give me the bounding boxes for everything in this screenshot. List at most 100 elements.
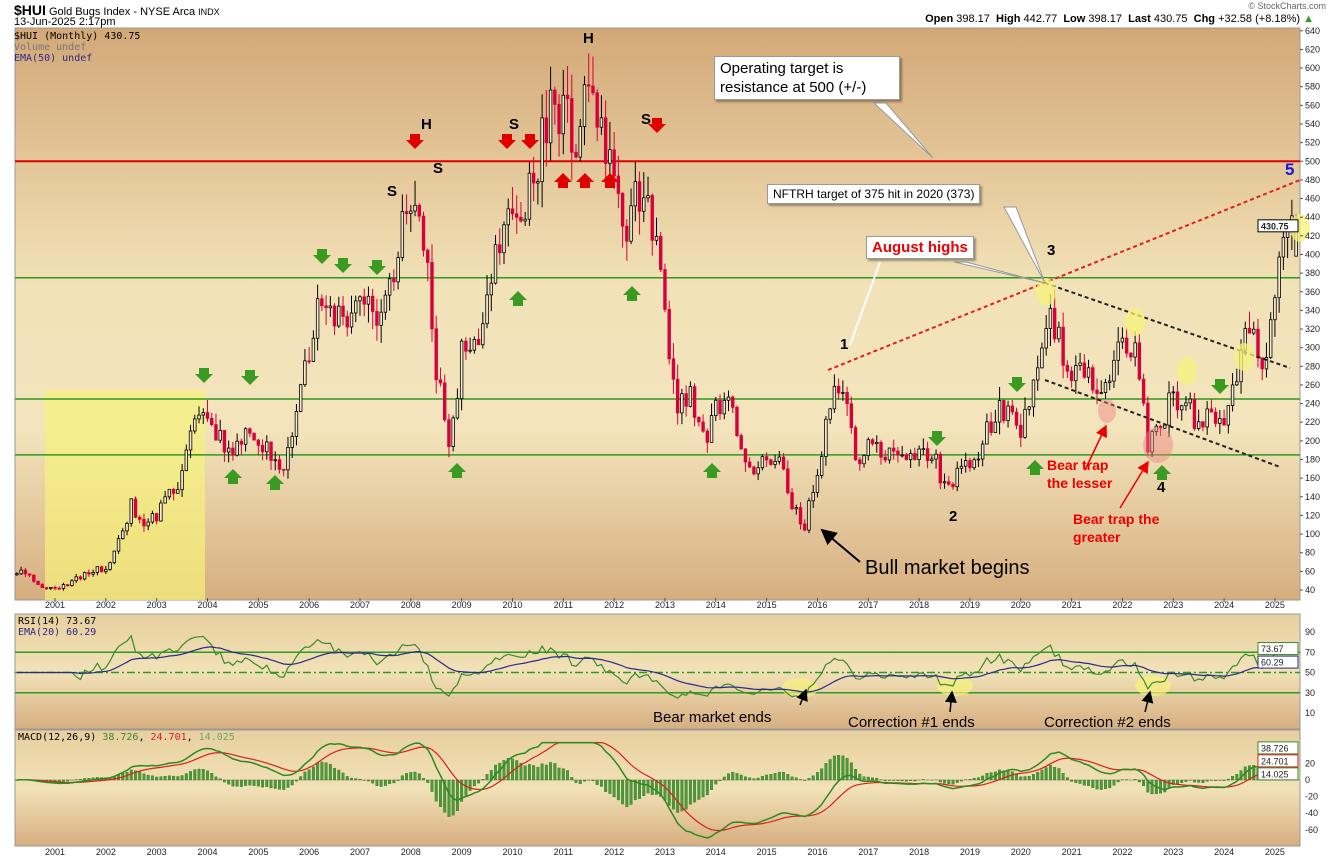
macd-histogram-bar [629, 779, 633, 805]
macd-histogram-bar [714, 779, 718, 785]
timestamp: 13-Jun-2025 2:17pm [14, 16, 116, 28]
wave-label: 3 [1047, 242, 1056, 259]
candle-up [1036, 367, 1040, 381]
candle-down [752, 466, 756, 475]
macd-histogram-bar [875, 777, 879, 781]
candle-down [519, 216, 523, 222]
candle-up [866, 439, 870, 457]
macd-histogram-bar [515, 760, 519, 781]
macd-histogram-bar [367, 779, 370, 782]
macd-histogram-bar [527, 764, 531, 781]
yellow-highlight [1125, 308, 1145, 336]
candle-down [913, 453, 917, 461]
candle-down [968, 460, 972, 469]
candle-up [290, 436, 294, 448]
candle-up [1103, 382, 1108, 393]
candle-up [807, 500, 811, 531]
year-tick-label: 2020 [1011, 600, 1031, 610]
macd-line [16, 741, 1297, 839]
macd-value-tag [1257, 754, 1299, 768]
green-arrow-down-icon [241, 370, 259, 385]
exchange: INDX [198, 7, 220, 17]
candle-down [510, 208, 515, 215]
candle-up [180, 470, 184, 491]
macd-histogram-bar [354, 778, 358, 781]
candle-down [515, 213, 519, 218]
candle-up [930, 458, 934, 462]
candle-up [226, 447, 231, 453]
candle-up [366, 295, 371, 305]
macd-histogram-bar [659, 779, 663, 797]
green-arrow-down-icon [1008, 377, 1026, 392]
candle-up [578, 126, 582, 158]
macd-histogram-bar [1099, 779, 1103, 790]
green-arrow-up-icon [1153, 465, 1171, 480]
last-value: 430.75 [1153, 13, 1188, 25]
macd-tick-label: -20 [1305, 792, 1318, 802]
macd-histogram-bar [553, 763, 557, 781]
candle-up [243, 428, 248, 445]
macd-histogram-bar [1222, 779, 1226, 781]
watermark: © StockCharts.com [1248, 1, 1326, 11]
macd-histogram-bar [591, 779, 595, 782]
macd-histogram-bar [134, 770, 137, 781]
candle-up [1023, 408, 1027, 438]
candle-down [269, 441, 273, 461]
candle-up [900, 454, 904, 457]
candle-down [324, 305, 328, 309]
macd-histogram-bar [1087, 779, 1090, 786]
year-tick-label: 2019 [960, 847, 980, 857]
year-tick-label: 2001 [45, 847, 65, 857]
pattern-label: S [641, 111, 652, 128]
macd-histogram-bar [790, 776, 794, 781]
candle-up [1167, 392, 1171, 426]
macd-tick-label: -60 [1305, 825, 1318, 835]
candle-down [332, 305, 337, 327]
candle-down [620, 193, 625, 227]
candle-up [1150, 431, 1154, 453]
year-tick-label: 2015 [757, 600, 777, 610]
macd-histogram-bar [210, 773, 214, 781]
macd-histogram-bar [633, 779, 637, 801]
macd-histogram-bar [1201, 779, 1205, 783]
candle-up [722, 399, 726, 415]
macd-histogram-bar [722, 776, 726, 781]
candle-down [553, 89, 557, 105]
candle-up [1006, 405, 1010, 422]
macd-histogram-bar [324, 762, 328, 781]
macd-histogram-bar [184, 773, 188, 781]
macd-histogram-bar [1036, 772, 1040, 781]
candle-up [383, 294, 388, 313]
macd-histogram-bar [621, 779, 625, 805]
year-tick-label: 2006 [299, 600, 319, 610]
candle-up [1120, 337, 1125, 343]
macd-histogram-bar [341, 772, 345, 781]
candle-down [231, 447, 235, 456]
macd-histogram-bar [1032, 774, 1035, 781]
candle-up [1281, 236, 1286, 258]
candle-down [574, 151, 578, 158]
candle-up [489, 282, 493, 296]
candle-down [142, 518, 146, 527]
candle-up [819, 456, 824, 476]
macd-histogram-bar [328, 764, 332, 781]
macd-histogram-bar [1150, 779, 1154, 795]
candle-down [1091, 367, 1095, 391]
candle-down [845, 392, 849, 405]
legend-macd: MACD(12,26,9) 38.726, 24.701, 14.025 [18, 732, 235, 743]
macd-histogram-bar [608, 779, 612, 794]
rsi-tick-label: 30 [1305, 688, 1315, 698]
candle-down [320, 298, 324, 307]
candle-down [836, 385, 841, 394]
candle-up [976, 458, 981, 461]
candle-up [358, 296, 362, 302]
candle-up [654, 235, 659, 241]
year-tick-label: 2011 [554, 847, 573, 857]
candle-up [680, 393, 684, 414]
candle-up [709, 415, 714, 443]
price-tick-label: 100 [1305, 529, 1320, 539]
macd-histogram-bar [625, 779, 629, 808]
candle-up [1112, 359, 1116, 382]
candle-up [875, 442, 879, 445]
macd-histogram-bar [735, 773, 739, 781]
